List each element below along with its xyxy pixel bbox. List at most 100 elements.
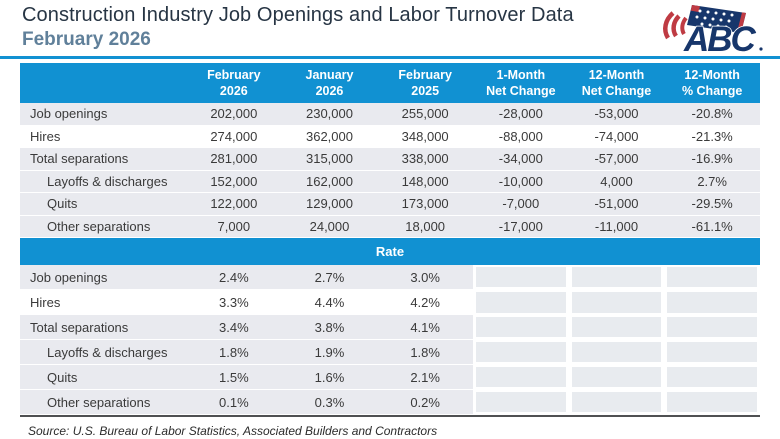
- row-label: Total separations: [30, 151, 129, 167]
- cell-1mo-net-change: -88,000: [498, 129, 543, 145]
- cell-feb-2026: 152,000: [210, 173, 258, 189]
- cell-feb-2025: 173,000: [401, 196, 449, 212]
- column-header-jan-2026: January 2026: [305, 67, 354, 98]
- cell-12mo-pct-change: -29.5%: [691, 196, 733, 212]
- cell-jan-2026: 2.7%: [314, 269, 345, 285]
- row-label: Quits: [47, 196, 78, 212]
- cell-1mo-net-change: -10,000: [498, 173, 543, 189]
- empty-cell: [472, 340, 569, 364]
- table-row-layoffs-discharges: Layoffs & discharges 152,000 162,000 148…: [20, 170, 760, 193]
- empty-cell: [472, 390, 569, 414]
- row-label: Hires: [30, 129, 61, 145]
- cell-12mo-pct-change: 2.7%: [697, 173, 727, 189]
- cell-feb-2025: 338,000: [401, 151, 449, 167]
- row-label: Other separations: [47, 218, 151, 234]
- empty-cell: [568, 315, 665, 339]
- abc-logo-text: ABC: [683, 20, 757, 54]
- cell-feb-2026: 3.3%: [219, 295, 249, 310]
- table-row-quits: Quits 122,000 129,000 173,000 -7,000 -51…: [20, 193, 760, 216]
- cell-jan-2026: 315,000: [305, 151, 353, 167]
- cell-12mo-pct-change: -20.8%: [691, 106, 733, 122]
- cell-feb-2026: 281,000: [210, 151, 258, 167]
- empty-cell: [568, 265, 665, 289]
- row-label: Layoffs & discharges: [47, 173, 168, 189]
- empty-cell: [472, 265, 569, 289]
- empty-cell: [568, 290, 665, 315]
- cell-feb-2025: 348,000: [401, 129, 449, 145]
- column-header-feb-2025: February 2025: [398, 67, 452, 98]
- empty-cell: [664, 315, 760, 339]
- rates-section: Job openings 2.4% 2.7% 3.0% Hires 3.3% 4…: [20, 265, 760, 415]
- empty-cell: [472, 290, 569, 315]
- cell-12mo-net-change: -11,000: [594, 218, 639, 234]
- cell-feb-2026: 1.8%: [219, 344, 249, 360]
- cell-feb-2025: 18,000: [405, 218, 446, 234]
- empty-cell: [664, 365, 760, 389]
- rate-row-hires: Hires 3.3% 4.4% 4.2%: [20, 290, 760, 315]
- cell-feb-2025: 255,000: [401, 106, 449, 122]
- table-row-hires: Hires 274,000 362,000 348,000 -88,000 -7…: [20, 125, 760, 148]
- rate-row-total-separations: Total separations 3.4% 3.8% 4.1%: [20, 315, 760, 340]
- cell-12mo-net-change: -57,000: [594, 151, 639, 167]
- empty-cell: [664, 390, 760, 414]
- rate-section-title: Rate: [375, 244, 405, 259]
- cell-feb-2026: 2.4%: [219, 269, 249, 285]
- page-subtitle: February 2026: [22, 29, 151, 50]
- column-header-1-month-net-change: 1-Month Net Change: [486, 67, 556, 98]
- cell-jan-2026: 129,000: [305, 196, 353, 212]
- cell-12mo-net-change: 4,000: [600, 173, 633, 189]
- cell-feb-2025: 3.0%: [410, 269, 440, 285]
- cell-12mo-net-change: -74,000: [594, 129, 639, 145]
- page-title: Construction Industry Job Openings and L…: [22, 4, 574, 26]
- masthead: Construction Industry Job Openings and L…: [0, 0, 780, 60]
- cell-jan-2026: 4.4%: [314, 295, 345, 310]
- row-label: Hires: [30, 295, 61, 310]
- cell-jan-2026: 162,000: [305, 173, 353, 189]
- accent-divider: [0, 56, 780, 59]
- row-label: Job openings: [30, 106, 108, 122]
- cell-jan-2026: 0.3%: [314, 394, 345, 410]
- cell-feb-2025: 4.2%: [410, 295, 440, 310]
- row-label: Job openings: [30, 269, 108, 285]
- cell-12mo-pct-change: -61.1%: [691, 218, 733, 234]
- row-label: Other separations: [47, 394, 151, 410]
- cell-feb-2026: 274,000: [210, 129, 258, 145]
- cell-jan-2026: 3.8%: [314, 319, 345, 335]
- cell-1mo-net-change: -7,000: [502, 196, 540, 212]
- cell-jan-2026: 24,000: [309, 218, 350, 234]
- empty-cell: [472, 365, 569, 389]
- column-header-12-month-pct-change: 12-Month % Change: [681, 67, 743, 98]
- empty-cell: [664, 265, 760, 289]
- cell-feb-2026: 202,000: [210, 106, 258, 122]
- cell-12mo-net-change: -53,000: [594, 106, 639, 122]
- table-row-total-separations: Total separations 281,000 315,000 338,00…: [20, 148, 760, 171]
- cell-1mo-net-change: -34,000: [498, 151, 543, 167]
- header-row-label-spacer: [20, 63, 186, 103]
- empty-cell: [664, 340, 760, 364]
- cell-feb-2025: 1.8%: [410, 344, 440, 360]
- abc-flag-logo-icon: ABC: [663, 5, 763, 60]
- table-header-row: February 2026 January 2026 February 2025…: [20, 63, 760, 103]
- empty-cell: [568, 390, 665, 414]
- source-note: Source: U.S. Bureau of Labor Statistics,…: [28, 424, 438, 438]
- row-label: Layoffs & discharges: [47, 344, 168, 360]
- cell-1mo-net-change: -17,000: [498, 218, 543, 234]
- cell-1mo-net-change: -28,000: [498, 106, 543, 122]
- row-label: Total separations: [30, 319, 129, 335]
- cell-jan-2026: 230,000: [305, 106, 353, 122]
- rate-section-header: Rate: [20, 238, 760, 265]
- cell-feb-2025: 148,000: [401, 173, 449, 189]
- cell-jan-2026: 1.6%: [314, 369, 345, 385]
- column-header-12-month-net-change: 12-Month Net Change: [581, 67, 652, 98]
- row-label: Quits: [47, 369, 78, 385]
- cell-feb-2025: 0.2%: [410, 394, 440, 410]
- cell-12mo-pct-change: -21.3%: [691, 129, 733, 145]
- empty-cell: [664, 290, 760, 315]
- rate-row-job-openings: Job openings 2.4% 2.7% 3.0%: [20, 265, 760, 290]
- rate-row-other-separations: Other separations 0.1% 0.3% 0.2%: [20, 390, 760, 415]
- column-header-feb-2026: February 2026: [207, 67, 261, 98]
- cell-12mo-pct-change: -16.9%: [691, 151, 733, 167]
- cell-jan-2026: 362,000: [305, 129, 353, 145]
- empty-cell: [568, 340, 665, 364]
